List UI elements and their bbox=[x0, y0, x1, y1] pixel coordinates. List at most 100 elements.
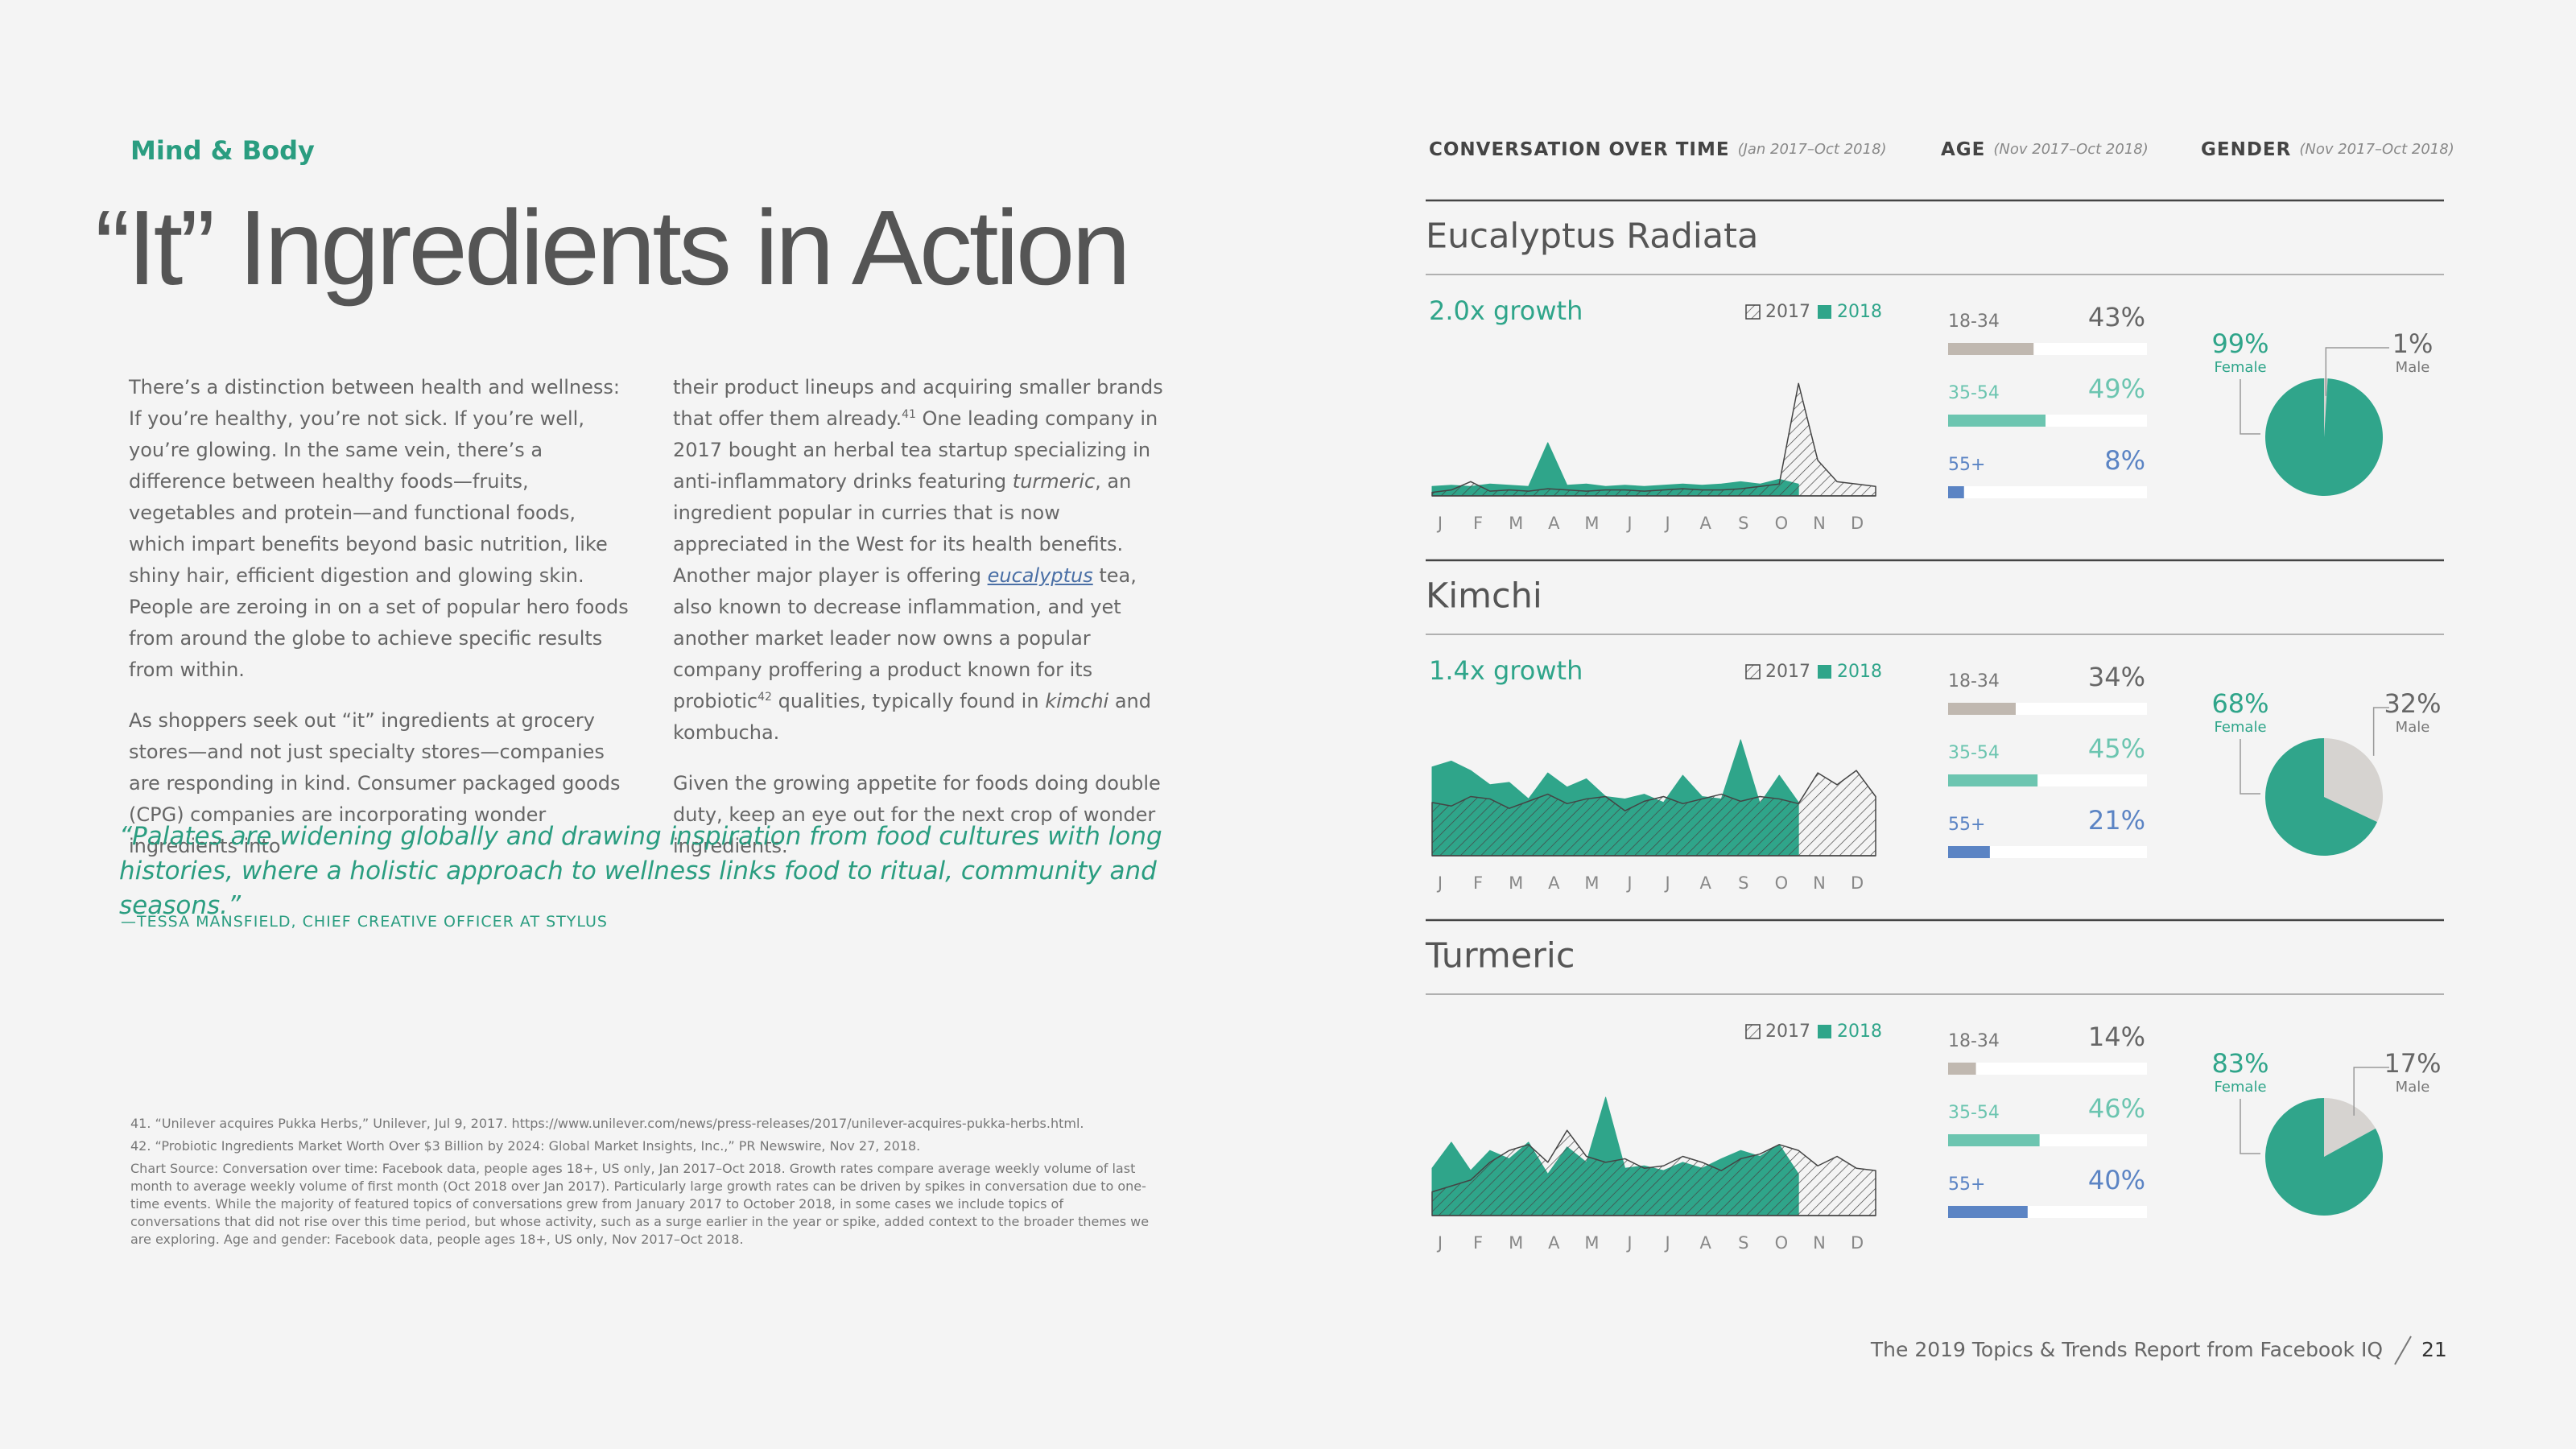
month-label: D bbox=[1851, 873, 1864, 893]
gender-value: 32% bbox=[2384, 688, 2441, 719]
column-header: AGE (Nov 2017–Oct 2018) bbox=[1941, 139, 2149, 160]
gender-label: Female bbox=[2214, 719, 2266, 736]
legend-swatch bbox=[1745, 664, 1761, 679]
gender-label: Male bbox=[2396, 359, 2430, 376]
month-label: A bbox=[1548, 514, 1560, 533]
age-value: 46% bbox=[2088, 1093, 2145, 1124]
footnote-ref: 42 bbox=[758, 691, 772, 704]
text-run: their product lineups and acquiring smal… bbox=[673, 376, 1163, 430]
month-label: J bbox=[1625, 1233, 1632, 1253]
legend-label: 2017 bbox=[1765, 662, 1810, 682]
month-label: F bbox=[1473, 514, 1483, 533]
age-label: 35-54 bbox=[1948, 383, 2000, 403]
month-label: M bbox=[1509, 873, 1523, 893]
area-2017 bbox=[1431, 770, 1876, 857]
text-run: There’s a distinction between health and… bbox=[129, 376, 629, 681]
month-label: N bbox=[1813, 873, 1826, 893]
leader-line bbox=[2372, 707, 2389, 756]
age-value: 43% bbox=[2088, 302, 2145, 332]
growth-label: 1.4x growth bbox=[1429, 655, 1583, 686]
gender-label: Male bbox=[2396, 719, 2430, 736]
month-label: D bbox=[1851, 1233, 1864, 1253]
age-value: 49% bbox=[2088, 374, 2145, 404]
age-bar bbox=[1948, 486, 1964, 498]
month-label: A bbox=[1548, 873, 1560, 893]
month-label: J bbox=[1625, 873, 1632, 893]
pie-slice bbox=[2265, 378, 2384, 496]
paragraph: As shoppers seek out “it” ingredients at… bbox=[129, 705, 634, 862]
footnote: 42. “Probiotic Ingredients Market Worth … bbox=[130, 1138, 921, 1154]
emphasis: kimchi bbox=[1045, 690, 1109, 712]
text-run: tea, also known to decrease inflammation… bbox=[673, 564, 1137, 712]
month-label: A bbox=[1700, 514, 1712, 533]
text-run: and kombucha. bbox=[673, 690, 1151, 744]
month-label: D bbox=[1851, 514, 1864, 533]
month-label: M bbox=[1509, 1233, 1523, 1253]
age-bar bbox=[1948, 703, 2016, 715]
section-label: Mind & Body bbox=[130, 135, 315, 166]
growth-label: 2.0x growth bbox=[1429, 295, 1583, 326]
footnote: 41. “Unilever acquires Pukka Herbs,” Uni… bbox=[130, 1116, 1084, 1131]
gender-value: 17% bbox=[2384, 1048, 2441, 1079]
pie-slice bbox=[2324, 737, 2383, 823]
month-label: M bbox=[1509, 514, 1523, 533]
age-bar bbox=[1948, 415, 2046, 427]
leader-line bbox=[2240, 739, 2260, 795]
panel-name: Turmeric bbox=[1425, 936, 1575, 976]
text-run: qualities, typically found in bbox=[771, 690, 1046, 712]
quote-attribution: —TESSA MANSFIELD, CHIEF CREATIVE OFFICER… bbox=[121, 913, 608, 931]
age-value: 14% bbox=[2088, 1022, 2145, 1052]
gender-label: Male bbox=[2396, 1079, 2430, 1096]
leader-line bbox=[2240, 379, 2260, 435]
footer-divider bbox=[2394, 1335, 2412, 1365]
panel-name: Eucalyptus Radiata bbox=[1426, 217, 1758, 257]
month-label: N bbox=[1813, 514, 1826, 533]
bar-track bbox=[1948, 486, 2147, 498]
legend-swatch bbox=[1818, 1025, 1831, 1038]
pie-slice bbox=[2265, 738, 2378, 856]
gender-value: 1% bbox=[2392, 328, 2434, 359]
paragraph: There’s a distinction between health and… bbox=[129, 372, 634, 686]
age-value: 45% bbox=[2088, 733, 2145, 764]
footer-page: 21 bbox=[2421, 1338, 2447, 1361]
month-label: J bbox=[1436, 514, 1443, 533]
month-label: M bbox=[1584, 873, 1599, 893]
month-label: O bbox=[1775, 514, 1789, 533]
age-bar bbox=[1948, 1134, 2040, 1146]
text-run: One leading company in 2017 bought an he… bbox=[673, 407, 1158, 493]
bar-track bbox=[1948, 846, 2147, 858]
text-run: As shoppers seek out “it” ingredients at… bbox=[129, 709, 621, 857]
column-label: GENDER bbox=[2201, 139, 2291, 160]
pull-quote: “Palates are widening globally and drawi… bbox=[119, 822, 1162, 920]
column-range: (Nov 2017–Oct 2018) bbox=[1993, 141, 2148, 158]
month-label: S bbox=[1738, 514, 1748, 533]
month-label: F bbox=[1473, 1233, 1483, 1253]
legend-label: 2017 bbox=[1765, 1022, 1810, 1042]
paragraph: Given the growing appetite for foods doi… bbox=[673, 768, 1179, 862]
month-label: M bbox=[1584, 1233, 1599, 1253]
pie-slice bbox=[2324, 378, 2328, 437]
area-2017 bbox=[1431, 1129, 1876, 1216]
age-label: 35-54 bbox=[1948, 743, 2000, 763]
age-label: 55+ bbox=[1948, 1174, 1985, 1195]
gender-value: 99% bbox=[2211, 328, 2268, 359]
column-header: GENDER (Nov 2017–Oct 2018) bbox=[2201, 139, 2454, 160]
page-title: “It” Ingredients in Action bbox=[95, 188, 1131, 307]
month-label: J bbox=[1663, 514, 1670, 533]
age-value: 40% bbox=[2088, 1165, 2145, 1195]
legend-swatch bbox=[1745, 1024, 1761, 1039]
age-bar bbox=[1948, 343, 2034, 355]
column-range: (Nov 2017–Oct 2018) bbox=[2299, 141, 2454, 158]
leader-line bbox=[2353, 1067, 2389, 1116]
link[interactable]: eucalyptus bbox=[987, 564, 1093, 587]
month-label: F bbox=[1473, 873, 1483, 893]
month-label: O bbox=[1775, 1233, 1789, 1253]
age-value: 34% bbox=[2088, 662, 2145, 692]
column-header: CONVERSATION OVER TIME (Jan 2017–Oct 2018… bbox=[1429, 139, 1887, 160]
paragraph: their product lineups and acquiring smal… bbox=[673, 372, 1179, 749]
body-column: There’s a distinction between health and… bbox=[129, 372, 634, 881]
month-label: J bbox=[1436, 1233, 1443, 1253]
footnotes: 41. “Unilever acquires Pukka Herbs,” Uni… bbox=[130, 1115, 1153, 1253]
